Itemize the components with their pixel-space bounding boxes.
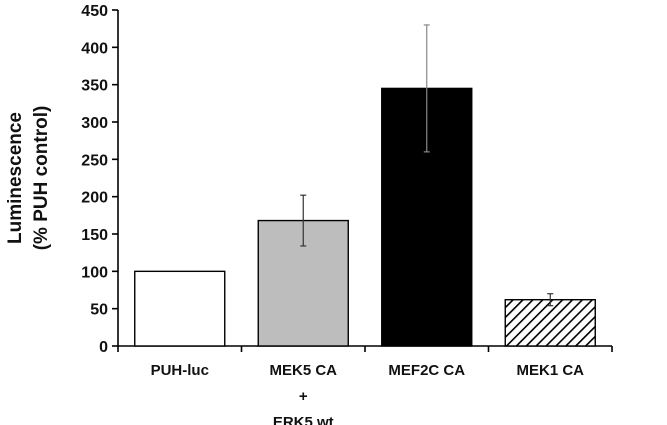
bar xyxy=(134,270,226,347)
bars xyxy=(134,24,596,347)
y-tick-label: 0 xyxy=(99,339,108,356)
x-tick-label: MEK5 CA xyxy=(269,362,337,379)
x-axis xyxy=(117,345,613,352)
x-tick-label: + xyxy=(299,388,308,405)
x-tick-label: MEK1 CA xyxy=(516,362,584,379)
y-tick-label: 150 xyxy=(81,227,108,244)
y-tick-label: 400 xyxy=(81,40,108,57)
y-tick-label: 450 xyxy=(81,3,108,20)
y-tick-label: 200 xyxy=(81,190,108,207)
x-tick-label: MEF2C CA xyxy=(388,362,465,379)
bar xyxy=(504,299,596,347)
y-axis-title-line: (% PUH control) xyxy=(31,106,52,251)
y-tick-label: 50 xyxy=(90,302,108,319)
y-tick-label: 350 xyxy=(81,78,108,95)
x-tick-label: PUH-luc xyxy=(151,362,209,379)
x-tick-label: ERK5 wt xyxy=(273,414,334,425)
y-tick-label: 250 xyxy=(81,152,108,169)
y-tick-label: 100 xyxy=(81,264,108,281)
y-axis-title: Luminescence (% PUH control) xyxy=(5,106,52,251)
y-axis-title-line: Luminescence xyxy=(5,112,26,244)
y-axis: 0 50 100 150 200 250 300 350 400 450 xyxy=(81,3,119,356)
category-labels: PUH-luc MEK5 CA + ERK5 wt MEF2C CA MEK1 CA xyxy=(151,362,585,425)
y-tick-label: 300 xyxy=(81,115,108,132)
